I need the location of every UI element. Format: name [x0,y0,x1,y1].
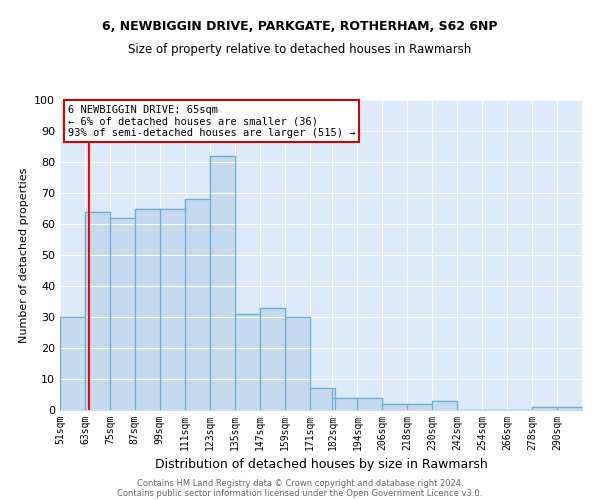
Text: 6 NEWBIGGIN DRIVE: 65sqm
← 6% of detached houses are smaller (36)
93% of semi-de: 6 NEWBIGGIN DRIVE: 65sqm ← 6% of detache… [68,104,355,138]
Text: Contains public sector information licensed under the Open Government Licence v3: Contains public sector information licen… [118,488,482,498]
Y-axis label: Number of detached properties: Number of detached properties [19,168,29,342]
Text: Size of property relative to detached houses in Rawmarsh: Size of property relative to detached ho… [128,42,472,56]
X-axis label: Distribution of detached houses by size in Rawmarsh: Distribution of detached houses by size … [155,458,487,471]
Text: 6, NEWBIGGIN DRIVE, PARKGATE, ROTHERHAM, S62 6NP: 6, NEWBIGGIN DRIVE, PARKGATE, ROTHERHAM,… [102,20,498,33]
Text: Contains HM Land Registry data © Crown copyright and database right 2024.: Contains HM Land Registry data © Crown c… [137,478,463,488]
